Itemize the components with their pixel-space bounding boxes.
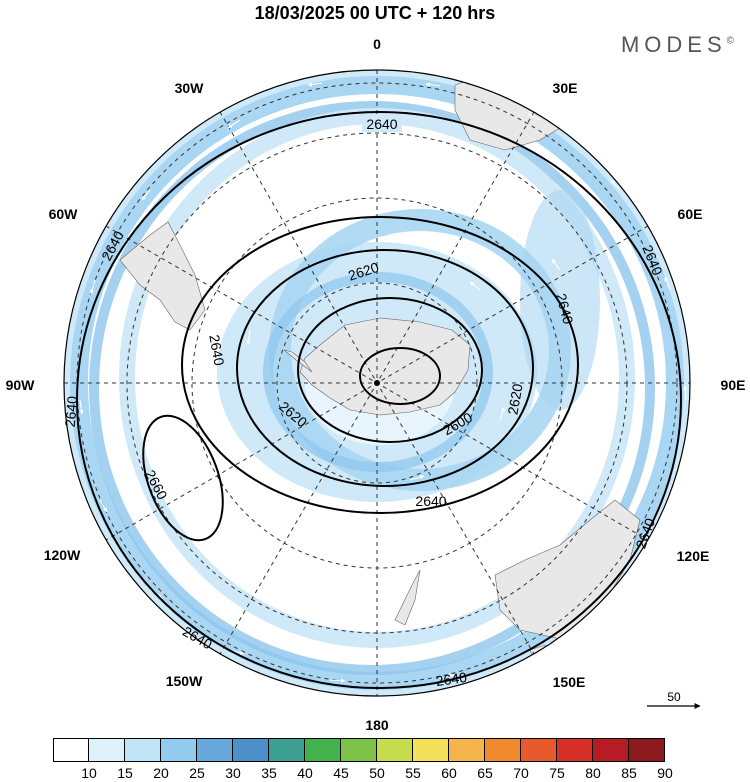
colorbar-cell <box>53 738 89 762</box>
colorbar-label: 55 <box>405 765 421 781</box>
contour-label: 2640 <box>415 493 446 509</box>
colorbar-label: 20 <box>153 765 169 781</box>
map-title: 18/03/2025 00 UTC + 120 hrs <box>254 3 496 23</box>
colorbar-cell <box>521 738 557 762</box>
colorbar-cell <box>593 738 629 762</box>
lon-label-150e: 150E <box>552 674 586 690</box>
colorbar-cell <box>89 738 125 762</box>
lon-label-60e: 60E <box>677 206 703 222</box>
contour-label: 2640 <box>435 669 468 689</box>
colorbar-cell <box>125 738 161 762</box>
lon-label-60w: 60W <box>48 206 78 222</box>
lon-label-150w: 150W <box>165 673 203 689</box>
colorbar-cell <box>413 738 449 762</box>
colorbar <box>53 738 665 762</box>
map-border <box>63 69 691 697</box>
colorbar-cell <box>485 738 521 762</box>
contour-label: 2640 <box>62 395 81 428</box>
colorbar-label: 30 <box>225 765 241 781</box>
lon-label-0: 0 <box>373 36 381 52</box>
colorbar-cell <box>377 738 413 762</box>
colorbar-label: 80 <box>585 765 601 781</box>
colorbar-label: 70 <box>513 765 529 781</box>
colorbar-label: 60 <box>441 765 457 781</box>
colorbar-cell <box>197 738 233 762</box>
colorbar-cell <box>629 738 665 762</box>
colorbar-cell <box>449 738 485 762</box>
contour-2660 <box>142 414 224 542</box>
contour-label: 2640 <box>553 292 577 326</box>
colorbar-label: 50 <box>369 765 385 781</box>
australia <box>494 499 641 641</box>
colorbar-label: 45 <box>333 765 349 781</box>
contour-label: 2640 <box>366 116 397 132</box>
vector-scale-arrow <box>647 703 701 709</box>
lon-label-120w: 120W <box>43 547 81 563</box>
colorbar-label: 15 <box>117 765 133 781</box>
colorbar-label: 40 <box>297 765 313 781</box>
lon-label-90w: 90W <box>5 377 35 393</box>
lon-label-120e: 120E <box>676 548 710 564</box>
geopotential-contours <box>76 111 682 689</box>
colorbar-cell <box>269 738 305 762</box>
colorbar-cell <box>161 738 197 762</box>
new-zealand <box>394 569 421 626</box>
copyright-mark: © <box>726 35 734 47</box>
antarctica <box>299 317 471 416</box>
lon-label-30w: 30W <box>174 80 204 96</box>
landmasses <box>119 70 641 663</box>
colorbar-label: 65 <box>477 765 493 781</box>
colorbar-label: 75 <box>549 765 565 781</box>
colorbar-label: 85 <box>621 765 637 781</box>
lon-label-180: 180 <box>365 717 389 733</box>
colorbar-label: 25 <box>189 765 205 781</box>
contour-label: 2640 <box>206 333 227 367</box>
vector-scale-label: 50 <box>667 690 681 704</box>
colorbar-label: 35 <box>261 765 277 781</box>
contour-label: 2620 <box>504 382 525 416</box>
colorbar-cell <box>305 738 341 762</box>
contour-2600 <box>297 297 483 443</box>
lon-label-30e: 30E <box>552 80 578 96</box>
colorbar-label: 10 <box>81 765 97 781</box>
contour-2640-outer <box>76 111 682 689</box>
colorbar-cell <box>341 738 377 762</box>
brand-name: MODES <box>620 32 727 57</box>
south-pole-marker <box>374 380 380 386</box>
colorbar-cell <box>557 738 593 762</box>
brand-logo: MODES© <box>621 32 734 58</box>
contour-2580 <box>359 347 441 405</box>
south-america <box>119 221 206 331</box>
colorbar-cell <box>233 738 269 762</box>
contour-2620 <box>236 249 534 487</box>
colorbar-label: 90 <box>657 765 673 781</box>
contour-2640-inner <box>181 216 579 514</box>
lon-label-90e: 90E <box>720 377 746 393</box>
